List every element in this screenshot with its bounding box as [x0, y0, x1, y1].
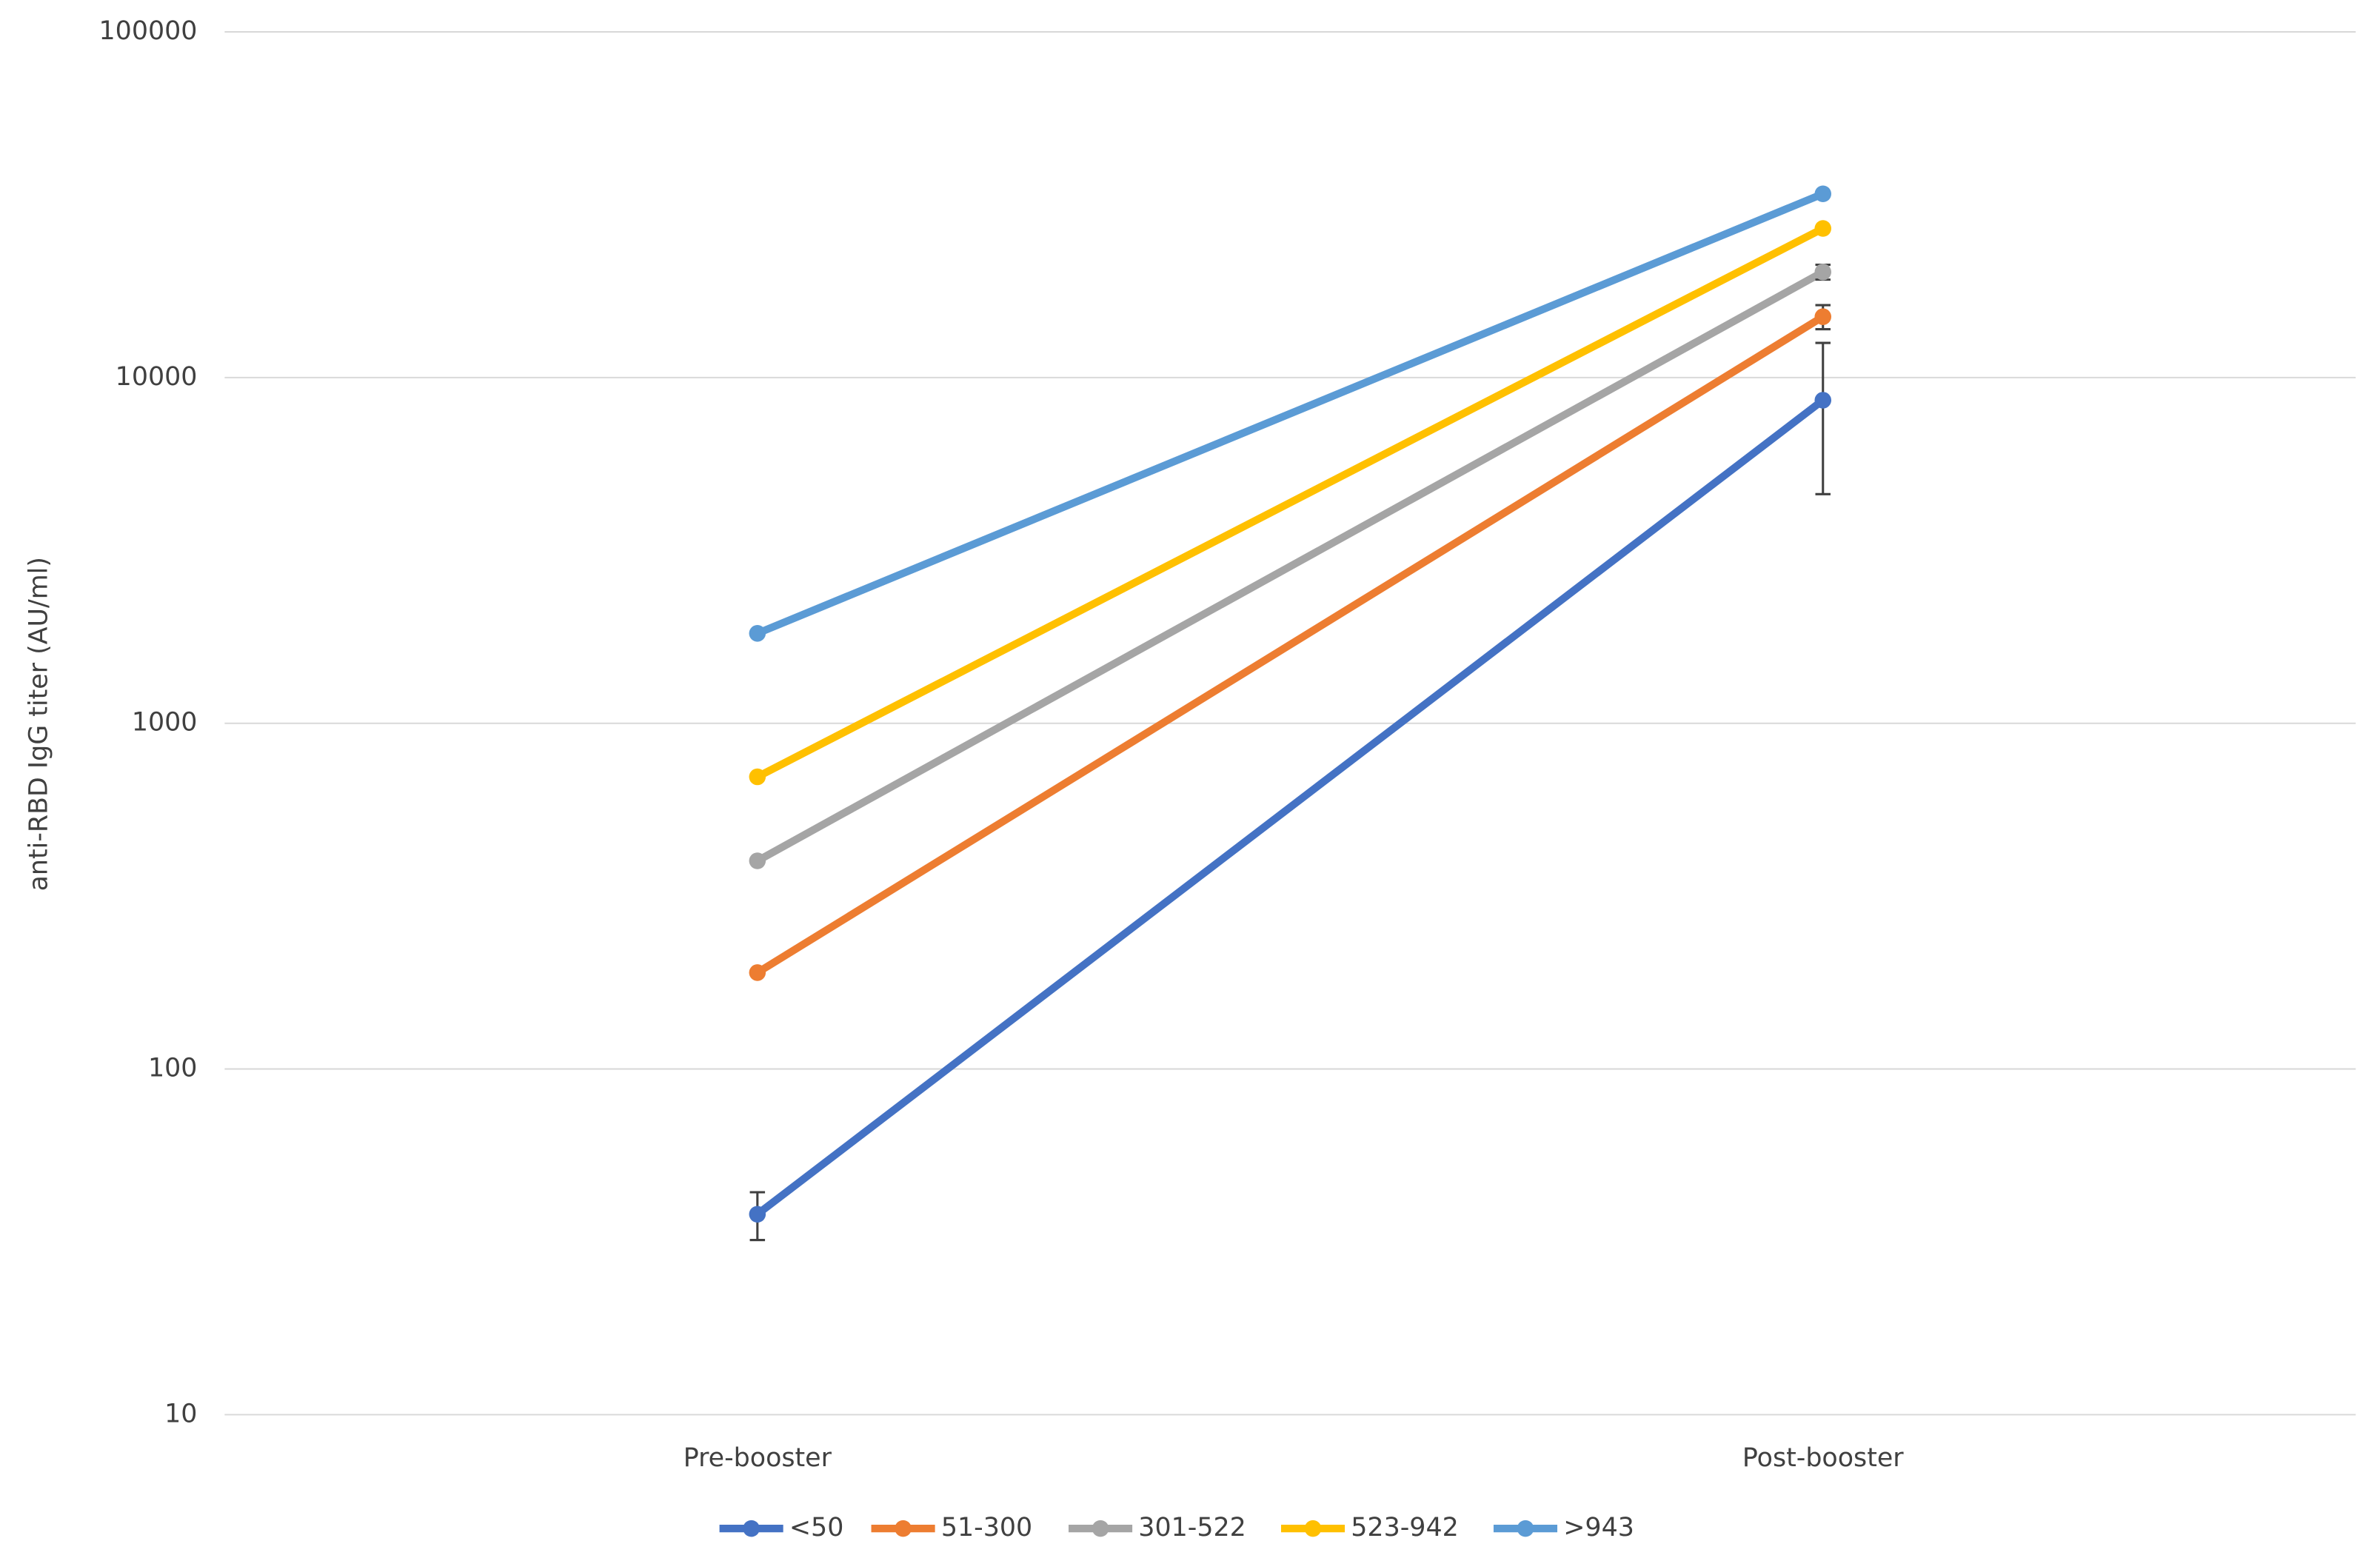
y-tick-label: 10000 — [116, 362, 198, 392]
legend-marker — [1092, 1520, 1109, 1537]
series-line — [755, 224, 1825, 780]
point — [1814, 264, 1832, 281]
point — [749, 964, 766, 981]
legend-label: 301-522 — [1138, 1513, 1246, 1542]
point — [749, 768, 766, 786]
legend-marker — [1304, 1520, 1322, 1537]
y-tick-label: 100 — [148, 1054, 197, 1083]
legend-marker — [1517, 1520, 1534, 1537]
series-line — [755, 268, 1825, 864]
x-tick-label: Pre-booster — [683, 1443, 832, 1473]
legend-label: >943 — [1563, 1513, 1634, 1542]
y-axis-label: anti-RBD IgG titer (AU/ml) — [24, 557, 53, 891]
series-line — [755, 190, 1825, 638]
legend-label: 51-300 — [941, 1513, 1032, 1542]
legend-label: <50 — [789, 1513, 843, 1542]
y-tick-label: 100000 — [99, 16, 198, 46]
point — [1814, 392, 1832, 409]
point — [749, 852, 766, 869]
series-line — [755, 313, 1825, 976]
point — [1814, 185, 1832, 203]
point — [749, 1206, 766, 1223]
y-tick-label: 1000 — [132, 708, 198, 738]
y-tick-label: 10 — [164, 1399, 197, 1428]
x-tick-label: Post-booster — [1742, 1443, 1904, 1473]
legend-label: 523-942 — [1351, 1513, 1459, 1542]
point — [1814, 220, 1832, 237]
series-line — [755, 397, 1825, 1217]
legend-marker — [743, 1520, 760, 1537]
point — [749, 625, 766, 642]
error-bar — [1815, 341, 1831, 495]
point — [1814, 308, 1832, 325]
legend-marker — [895, 1520, 912, 1537]
